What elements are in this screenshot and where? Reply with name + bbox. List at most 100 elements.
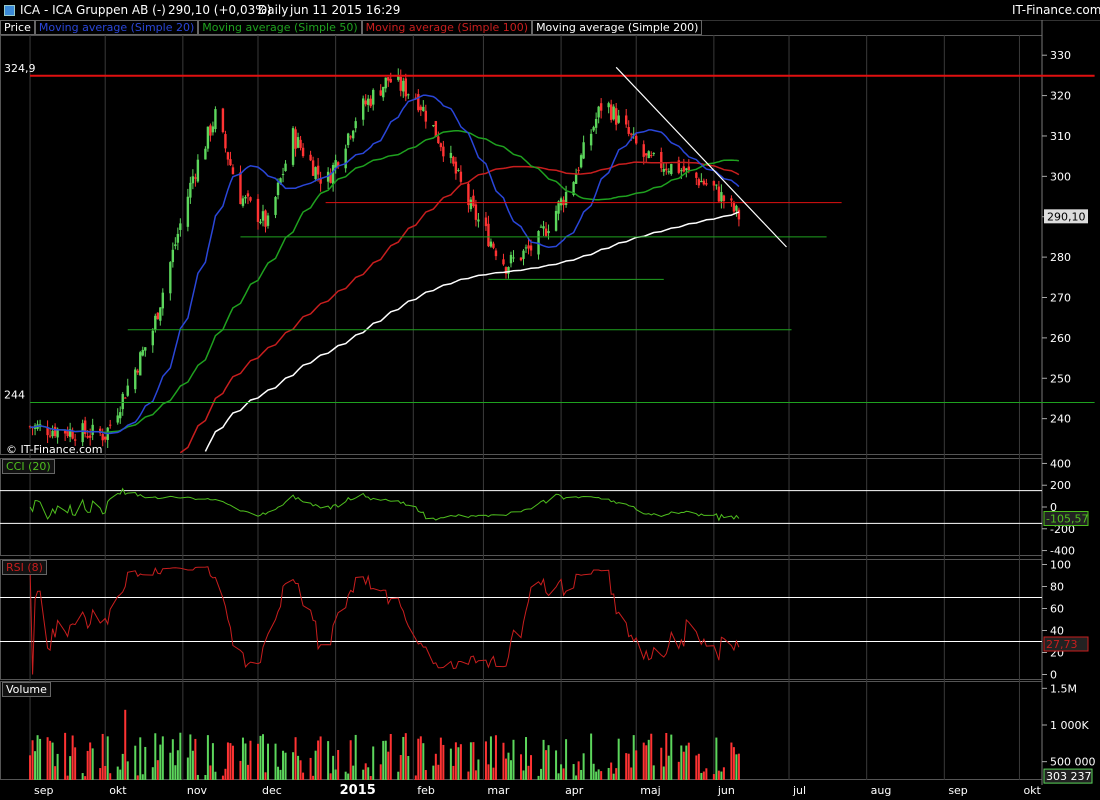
candle-body	[174, 244, 177, 247]
legend-sma20[interactable]: Moving average (Simple 20)	[34, 20, 199, 35]
indicator-legend: Price Moving average (Simple 20) Moving …	[0, 20, 703, 35]
candle-body	[432, 125, 435, 127]
candle-body	[419, 106, 423, 111]
volume-bar	[39, 738, 42, 780]
legend-sma100[interactable]: Moving average (Simple 100)	[361, 20, 533, 35]
volume-bar	[36, 735, 39, 780]
candle-body	[294, 129, 297, 149]
volume-bar	[680, 745, 683, 780]
volume-bar	[454, 742, 457, 780]
candle-body	[492, 243, 495, 248]
volume-bar	[186, 757, 189, 780]
candle-body	[579, 155, 583, 168]
volume-bar	[625, 753, 628, 780]
volume-bar	[54, 766, 57, 780]
candle-body	[404, 78, 407, 97]
candle-body	[171, 249, 175, 263]
candle-body	[81, 423, 84, 443]
volume-bar	[352, 765, 355, 780]
candle-body	[104, 436, 107, 440]
volume-bar	[562, 768, 565, 780]
candle-body	[577, 169, 580, 171]
volume-bar	[732, 747, 735, 780]
candle-body	[154, 315, 157, 330]
volume-bar	[209, 765, 212, 780]
volume-bar	[141, 774, 144, 780]
candle-body	[86, 436, 89, 438]
candle-body	[612, 106, 615, 120]
volume-bar	[572, 764, 575, 780]
candle-body	[73, 439, 77, 441]
candle-body	[502, 259, 505, 265]
volume-bar	[467, 771, 470, 780]
candle-body	[680, 170, 683, 172]
volume-bar	[702, 771, 705, 780]
volume-bar	[617, 738, 620, 780]
candle-body	[489, 241, 493, 247]
candle-body	[439, 143, 443, 148]
volume-bar	[597, 769, 600, 780]
candle-body	[311, 160, 315, 176]
volume-bar	[244, 743, 247, 780]
candle-body	[652, 152, 655, 154]
x-tick-label: jun	[717, 784, 735, 797]
candle-body	[346, 133, 350, 146]
volume-bar	[612, 773, 615, 780]
candle-body	[542, 226, 545, 229]
legend-sma200[interactable]: Moving average (Simple 200)	[532, 20, 703, 35]
volume-bar	[46, 737, 49, 780]
volume-bar	[99, 768, 102, 780]
volume-bar	[720, 771, 723, 780]
y-tick-label: 320	[1050, 90, 1071, 103]
volume-bar	[151, 767, 154, 780]
last-volume-tag	[1043, 768, 1093, 784]
volume-bar	[404, 733, 407, 780]
candle-body	[682, 166, 686, 172]
symbol-title: ICA - ICA Gruppen AB (-)	[20, 3, 166, 17]
x-tick-label: sep	[948, 784, 967, 797]
candle-body	[91, 424, 94, 435]
candle-body	[101, 434, 104, 441]
sma100-line	[179, 161, 740, 454]
volume-bar	[282, 750, 285, 780]
candle-body	[221, 108, 225, 133]
candle-body	[259, 221, 262, 224]
candle-body	[121, 393, 124, 410]
candle-body	[685, 168, 688, 171]
candle-body	[697, 179, 701, 186]
volume-bar	[717, 770, 720, 780]
candle-body	[119, 412, 122, 419]
candle-body	[244, 196, 247, 199]
candle-body	[334, 160, 337, 168]
x-tick-label: apr	[565, 784, 584, 797]
volume-bar	[474, 770, 477, 780]
volume-bar	[299, 760, 302, 780]
candle-body	[284, 163, 287, 172]
volume-bar	[545, 750, 548, 780]
candle-body	[717, 186, 721, 202]
square-icon	[4, 5, 15, 16]
volume-bar	[214, 771, 217, 780]
candle-body	[124, 397, 127, 399]
candle-body	[204, 148, 207, 160]
candle-body	[509, 254, 513, 264]
candle-body	[291, 128, 295, 165]
candle-body	[645, 153, 648, 156]
legend-sma50[interactable]: Moving average (Simple 50)	[198, 20, 362, 35]
volume-bar	[349, 740, 352, 780]
volume-bar	[191, 750, 194, 780]
candle-body	[351, 130, 355, 139]
volume-bar	[645, 745, 648, 780]
volume-bar	[69, 756, 72, 780]
volume-bar	[527, 765, 530, 780]
volume-bar	[650, 733, 653, 780]
volume-bar	[432, 765, 435, 780]
last-price: 290,10 (+0,03%)	[168, 3, 272, 17]
candle-body	[457, 170, 460, 172]
last-price-tag-label: 290,10	[1047, 210, 1086, 223]
candle-body	[68, 428, 72, 437]
candle-body	[522, 250, 525, 259]
legend-price[interactable]: Price	[0, 20, 35, 35]
candle-body	[189, 182, 192, 198]
volume-bar	[121, 753, 124, 780]
